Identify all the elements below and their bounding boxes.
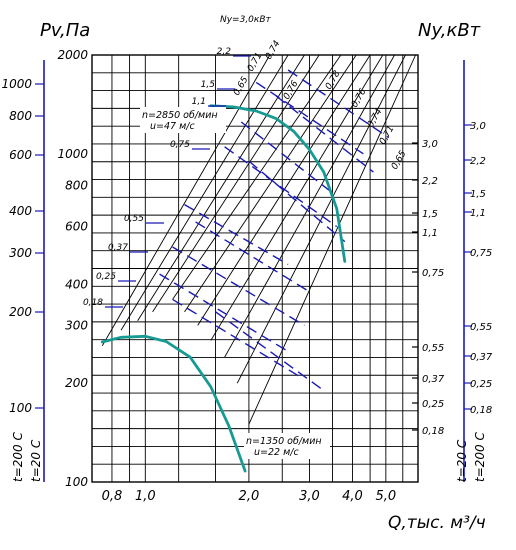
power-label: Ny=3,0кВт <box>220 15 272 25</box>
right-inner-tick-label: 0,18 <box>422 426 444 437</box>
efficiency-label: 0,78 <box>324 69 343 92</box>
speed-line <box>184 54 357 313</box>
power-label: 0,25 <box>96 272 116 282</box>
power-line-dashed <box>255 81 364 155</box>
plot-frame <box>91 54 419 483</box>
right-inner-tick-label: 3,0 <box>422 139 438 150</box>
power-line-dashed <box>287 69 390 139</box>
temp-label-left-20: t=20 С <box>29 439 43 482</box>
right-inner-tick-label: 0,75 <box>422 268 444 279</box>
power-line-dashed <box>248 160 346 243</box>
y-inner-tick-label: 300 <box>65 318 88 332</box>
x-axis-title: Q,тыс. м³/ч <box>388 513 486 533</box>
right-outer-tick-label: 3,0 <box>470 121 486 132</box>
x-tick-label: 0,8 <box>102 489 123 504</box>
right-inner-tick-label: 1,5 <box>422 209 438 220</box>
speed-line <box>197 54 371 326</box>
power-line-dashed <box>172 298 300 377</box>
pressure-curve-n2850 <box>209 104 347 263</box>
annotation-lower-line: u=22 м/с <box>254 447 299 458</box>
right-outer-tick-label: 0,37 <box>470 352 493 363</box>
right-inner-tick-label: 2,2 <box>422 176 438 187</box>
y-inner-tick-label: 400 <box>65 277 88 291</box>
y-outer-tick-label: 600 <box>9 148 32 162</box>
efficiency-label: 0,65 <box>232 75 251 98</box>
annotation-upper-line: n=2850 об/мин <box>142 110 218 121</box>
right-inner-tick-label: 0,55 <box>422 343 444 354</box>
y-inner-tick-label: 1000 <box>57 147 88 161</box>
temp-label-left-200: t=200 С <box>11 432 25 482</box>
y-outer-tick-label: 800 <box>9 109 32 123</box>
x-tick-label: 3,0 <box>299 489 320 504</box>
power-line-dashed <box>224 146 338 228</box>
annotation-lower-bg <box>244 433 330 459</box>
efficiency-label: 0,65 <box>390 149 409 172</box>
power-label: 0,55 <box>124 214 144 224</box>
y-axis-title-right: Ny,кВт <box>418 20 481 41</box>
power-line-dashed <box>275 95 374 173</box>
speed-line <box>236 54 406 384</box>
power-line-dashed <box>195 221 310 293</box>
power-line-dashed <box>159 273 289 352</box>
temp-label-right-200: t=200 С <box>473 432 487 482</box>
y-inner-tick-label: 200 <box>65 376 88 390</box>
right-inner-tick-label: 1,1 <box>422 228 438 239</box>
speed-line <box>172 54 342 300</box>
speed-line <box>152 54 320 313</box>
y-axis-title-left: Pv,Па <box>40 20 90 41</box>
y-outer-tick-label: 100 <box>9 401 32 415</box>
right-outer-tick-label: 2,2 <box>470 156 486 167</box>
power-label: 2,2 <box>217 47 232 57</box>
right-outer-tick-label: 1,1 <box>470 208 486 219</box>
y-inner-tick-label: 100 <box>65 475 88 489</box>
right-outer-tick-label: 1,5 <box>470 189 486 200</box>
power-label: 0,18 <box>83 298 103 308</box>
power-label: 0,75 <box>170 140 190 150</box>
y-outer-tick-label: 400 <box>9 204 32 218</box>
y-outer-tick-label: 300 <box>9 246 32 260</box>
power-line-dashed <box>240 121 333 194</box>
right-inner-tick-label: 0,25 <box>422 399 444 410</box>
power-label: 0,37 <box>108 243 128 253</box>
y-outer-tick-label: 1000 <box>1 77 32 91</box>
right-outer-tick-label: 0,25 <box>470 379 492 390</box>
y-inner-tick-label: 600 <box>65 220 88 234</box>
speed-line <box>101 54 271 347</box>
power-line-dashed <box>184 204 289 266</box>
y-outer-tick-label: 200 <box>9 305 32 319</box>
y-inner-tick-label: 2000 <box>57 48 88 62</box>
x-tick-label: 5,0 <box>376 489 397 504</box>
annotation-upper-bg <box>140 107 226 133</box>
annotation-lower-line: n=1350 об/мин <box>246 436 322 447</box>
power-line-dashed <box>172 246 305 327</box>
power-label: 1,5 <box>201 80 216 90</box>
efficiency-label: 0,74 <box>264 39 283 62</box>
right-inner-tick-label: 0,37 <box>422 374 445 385</box>
annotation-upper-line: u=47 м/с <box>150 121 195 132</box>
right-outer-tick-label: 0,18 <box>470 405 492 416</box>
x-tick-label: 2,0 <box>239 489 260 504</box>
speed-line <box>137 54 305 321</box>
speed-line <box>224 54 395 358</box>
pressure-curve-n1350 <box>100 334 247 473</box>
right-outer-tick-label: 0,55 <box>470 322 492 333</box>
y-inner-tick-label: 800 <box>65 179 88 193</box>
speed-line <box>120 54 289 331</box>
x-tick-label: 4,0 <box>342 489 363 504</box>
temp-label-right-20: t=20 С <box>455 439 469 482</box>
x-tick-label: 1,0 <box>135 489 156 504</box>
efficiency-label: 0,71 <box>378 124 397 146</box>
power-label: 1,1 <box>192 97 206 107</box>
right-outer-tick-label: 0,75 <box>470 248 492 259</box>
power-line-dashed <box>215 311 325 392</box>
